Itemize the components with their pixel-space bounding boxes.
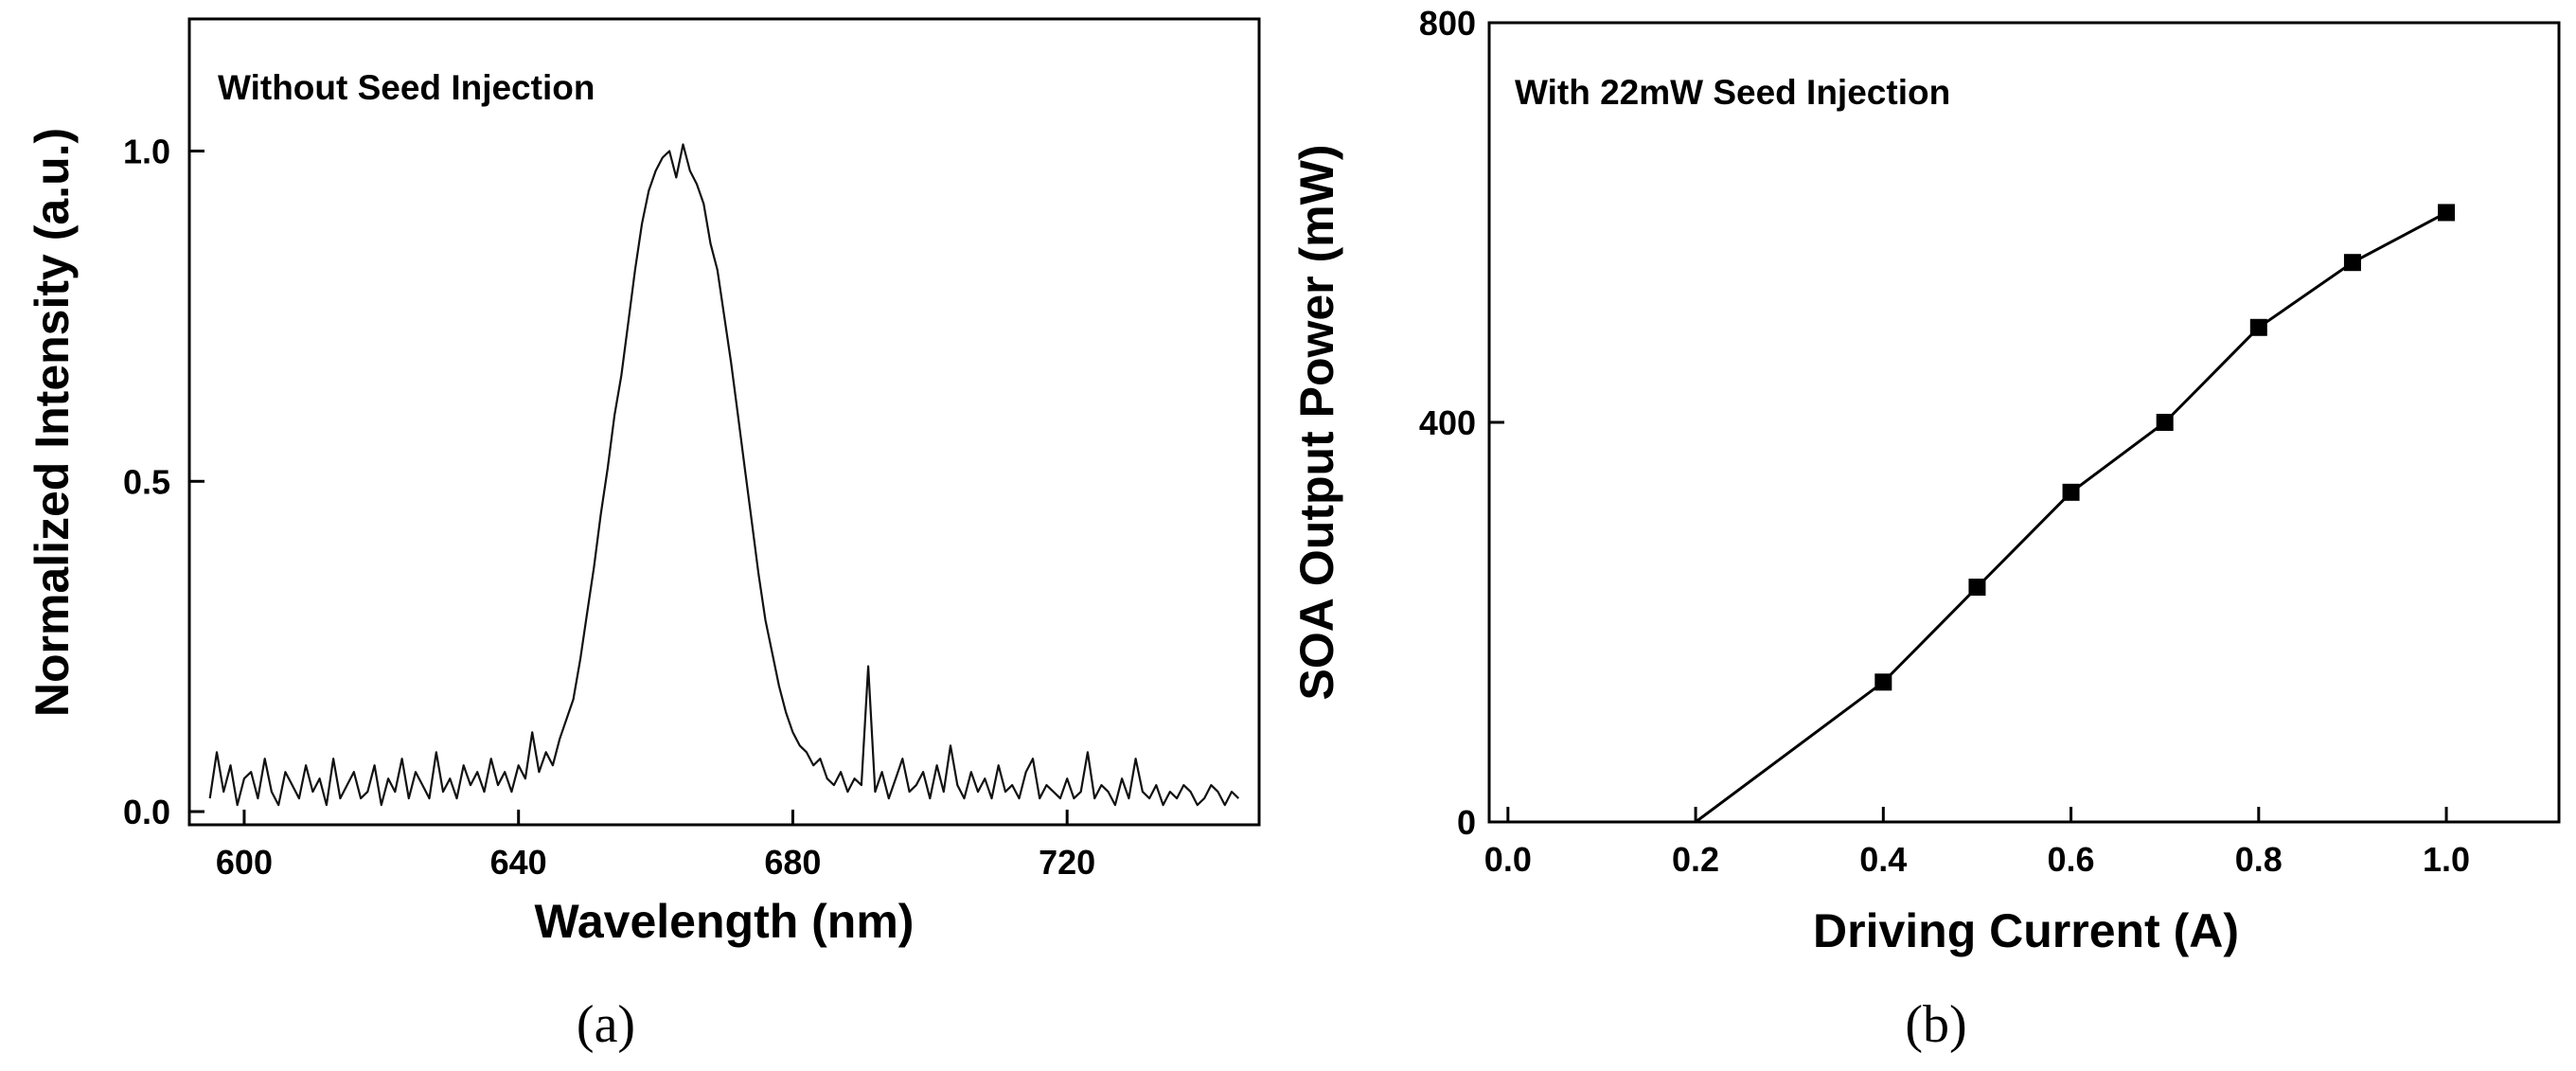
x-tick-label: 1.0 — [2423, 840, 2470, 879]
y-tick-label: 1.0 — [123, 133, 170, 171]
data-point-marker — [2062, 483, 2080, 501]
x-tick-label: 680 — [764, 843, 821, 882]
x-tick-label: 0.0 — [1484, 840, 1532, 879]
plot-frame — [1487, 21, 2561, 824]
y-tick-label: 0.0 — [123, 793, 170, 831]
data-point-marker — [2343, 254, 2361, 272]
y-tick-label: 800 — [1419, 4, 1476, 43]
y-axis-title: Normalized Intensity (a.u.) — [26, 128, 79, 717]
data-point-marker — [2249, 318, 2267, 336]
x-tick-label: 600 — [216, 843, 273, 882]
y-tick-label: 0 — [1457, 803, 1476, 842]
x-axis-title: Wavelength (nm) — [535, 895, 915, 948]
data-point-marker — [1874, 673, 1892, 691]
panel-caption: (a) — [577, 995, 635, 1054]
data-point-marker — [2156, 414, 2174, 431]
x-tick-label: 0.6 — [2048, 840, 2095, 879]
x-axis-title: Driving Current (A) — [1813, 904, 2239, 957]
chart-annotation: With 22mW Seed Injection — [1515, 73, 1950, 112]
data-point-marker — [2438, 204, 2456, 222]
y-axis-title: SOA Output Power (mW) — [1290, 145, 1343, 701]
panel-caption: (b) — [1905, 995, 1966, 1054]
x-tick-label: 720 — [1039, 843, 1095, 882]
x-tick-label: 0.4 — [1859, 840, 1907, 879]
y-tick-label: 400 — [1419, 403, 1476, 442]
power-chart-panel: 0 400 800 0.0 0.2 0.4 0.6 0.8 1.0 With 22mW See… — [1290, 4, 2561, 1054]
y-tick-label: 0.5 — [123, 462, 170, 501]
plot-frame — [187, 17, 1261, 827]
x-tick-label: 0.2 — [1672, 840, 1719, 879]
chart-annotation: Without Seed Injection — [218, 68, 595, 107]
spectrum-line — [208, 143, 1240, 807]
x-tick-label: 640 — [490, 843, 547, 882]
x-tick-label: 0.8 — [2235, 840, 2283, 879]
spectrum-chart-panel: 0.0 0.5 1.0 600 640 680 720 Without Seed Inje… — [26, 17, 1261, 1054]
data-point-marker — [1968, 579, 1986, 597]
